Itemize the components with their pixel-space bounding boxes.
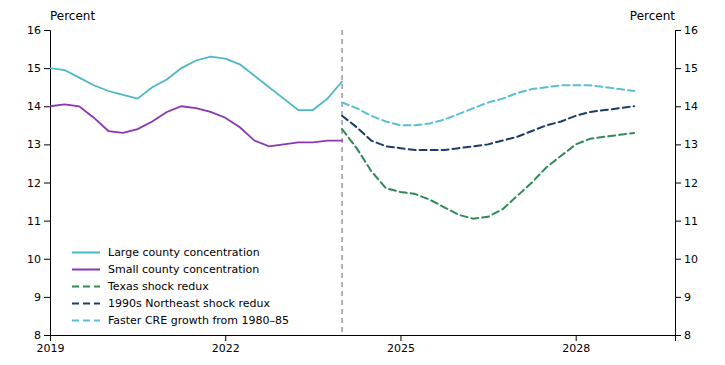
- legend-label: Small county concentration: [108, 263, 259, 276]
- tick-label: 2028: [562, 342, 590, 355]
- tick-mark: [675, 183, 681, 184]
- tick-mark: [44, 335, 50, 336]
- tick: 8: [34, 329, 50, 342]
- series-line: [342, 129, 634, 219]
- series-line: [50, 57, 342, 110]
- tick-label: 11: [27, 215, 41, 228]
- legend-label: Faster CRE growth from 1980–85: [108, 314, 289, 327]
- tick-mark: [576, 335, 577, 341]
- y-axis: 8 9 10 11 12 13 14 15 16: [27, 24, 51, 342]
- tick: 12: [27, 177, 50, 190]
- tick-mark: [44, 30, 50, 31]
- tick-mark: [675, 297, 681, 298]
- tick: 14: [675, 100, 698, 113]
- marks: [50, 30, 634, 335]
- legend-swatch: [72, 269, 100, 271]
- tick-label: 14: [27, 100, 41, 113]
- tick: 13: [675, 138, 698, 151]
- legend-label: Large county concentration: [108, 246, 260, 259]
- tick-label: 11: [684, 215, 698, 228]
- tick-label: 14: [684, 100, 698, 113]
- tick-mark: [675, 221, 681, 222]
- tick-label: 15: [27, 62, 41, 75]
- legend-swatch: [72, 286, 100, 288]
- tick-label: 10: [27, 253, 41, 266]
- tick-mark: [675, 106, 681, 107]
- legend-item: Faster CRE growth from 1980–85: [72, 314, 289, 327]
- axis-line: [676, 31, 682, 336]
- y2-axis: 8 9 10 11 12 13 14 15 16: [675, 24, 698, 342]
- tick-mark: [675, 144, 681, 145]
- legend: Large county concentration Small county c…: [72, 246, 289, 327]
- tick-label: 15: [684, 62, 698, 75]
- tick: 11: [675, 215, 698, 228]
- tick-label: 8: [684, 329, 691, 342]
- y-axis-label: Percent: [50, 9, 95, 23]
- tick: 2022: [212, 335, 240, 355]
- chart: 2019 2022 2025 2028 8 9 10 11 12 13 14 15 16 8 9 10 11 12…: [0, 0, 725, 365]
- tick-label: 12: [27, 177, 41, 190]
- tick-label: 2022: [212, 342, 240, 355]
- tick-label: 13: [27, 138, 41, 151]
- tick-mark: [675, 259, 681, 260]
- legend-swatch: [72, 303, 100, 305]
- tick-mark: [44, 297, 50, 298]
- tick-label: 16: [27, 24, 41, 37]
- tick-mark: [675, 68, 681, 69]
- legend-item: Large county concentration: [72, 246, 260, 259]
- tick-label: 9: [684, 291, 691, 304]
- tick-label: 16: [684, 24, 698, 37]
- series-line: [342, 85, 634, 125]
- tick-mark: [225, 335, 226, 341]
- tick: 8: [675, 329, 691, 342]
- legend-item: Texas shock redux: [72, 280, 209, 293]
- tick-mark: [44, 221, 50, 222]
- plot: 2019 2022 2025 2028 8 9 10 11 12 13 14 15 16 8 9 10 11 12…: [27, 24, 698, 355]
- axis-line: [44, 31, 51, 336]
- tick-label: 9: [34, 291, 41, 304]
- tick: 9: [34, 291, 50, 304]
- legend-swatch: [72, 320, 100, 322]
- tick: 12: [675, 177, 698, 190]
- tick: 16: [675, 24, 698, 37]
- tick-label: 13: [684, 138, 698, 151]
- tick-label: 8: [34, 329, 41, 342]
- divider-line: [342, 30, 343, 335]
- tick-label: 2019: [37, 342, 65, 355]
- tick-mark: [44, 259, 50, 260]
- tick: 14: [27, 100, 50, 113]
- tick: 2028: [562, 335, 590, 355]
- y2-axis-label: Percent: [630, 9, 675, 23]
- tick-mark: [44, 68, 50, 69]
- tick: 10: [27, 253, 50, 266]
- legend-item: Small county concentration: [72, 263, 259, 276]
- x-axis: 2019 2022 2025 2028: [37, 335, 676, 355]
- tick-mark: [44, 183, 50, 184]
- legend-swatch: [72, 252, 100, 254]
- tick-mark: [44, 106, 50, 107]
- tick: 16: [27, 24, 50, 37]
- series-line: [342, 106, 634, 150]
- legend-item: 1990s Northeast shock redux: [72, 297, 270, 310]
- tick: 10: [675, 253, 698, 266]
- tick-mark: [675, 335, 681, 336]
- tick: 15: [27, 62, 50, 75]
- tick-label: 12: [684, 177, 698, 190]
- axis-line: [51, 336, 676, 342]
- series-line: [50, 104, 342, 146]
- tick-mark: [44, 144, 50, 145]
- tick-mark: [675, 30, 681, 31]
- tick: 15: [675, 62, 698, 75]
- tick: 9: [675, 291, 691, 304]
- tick: 11: [27, 215, 50, 228]
- tick-mark: [400, 335, 401, 341]
- legend-label: Texas shock redux: [107, 280, 209, 293]
- legend-label: 1990s Northeast shock redux: [108, 297, 270, 310]
- tick: 2025: [387, 335, 415, 355]
- tick-label: 10: [684, 253, 698, 266]
- tick: 13: [27, 138, 50, 151]
- tick-label: 2025: [387, 342, 415, 355]
